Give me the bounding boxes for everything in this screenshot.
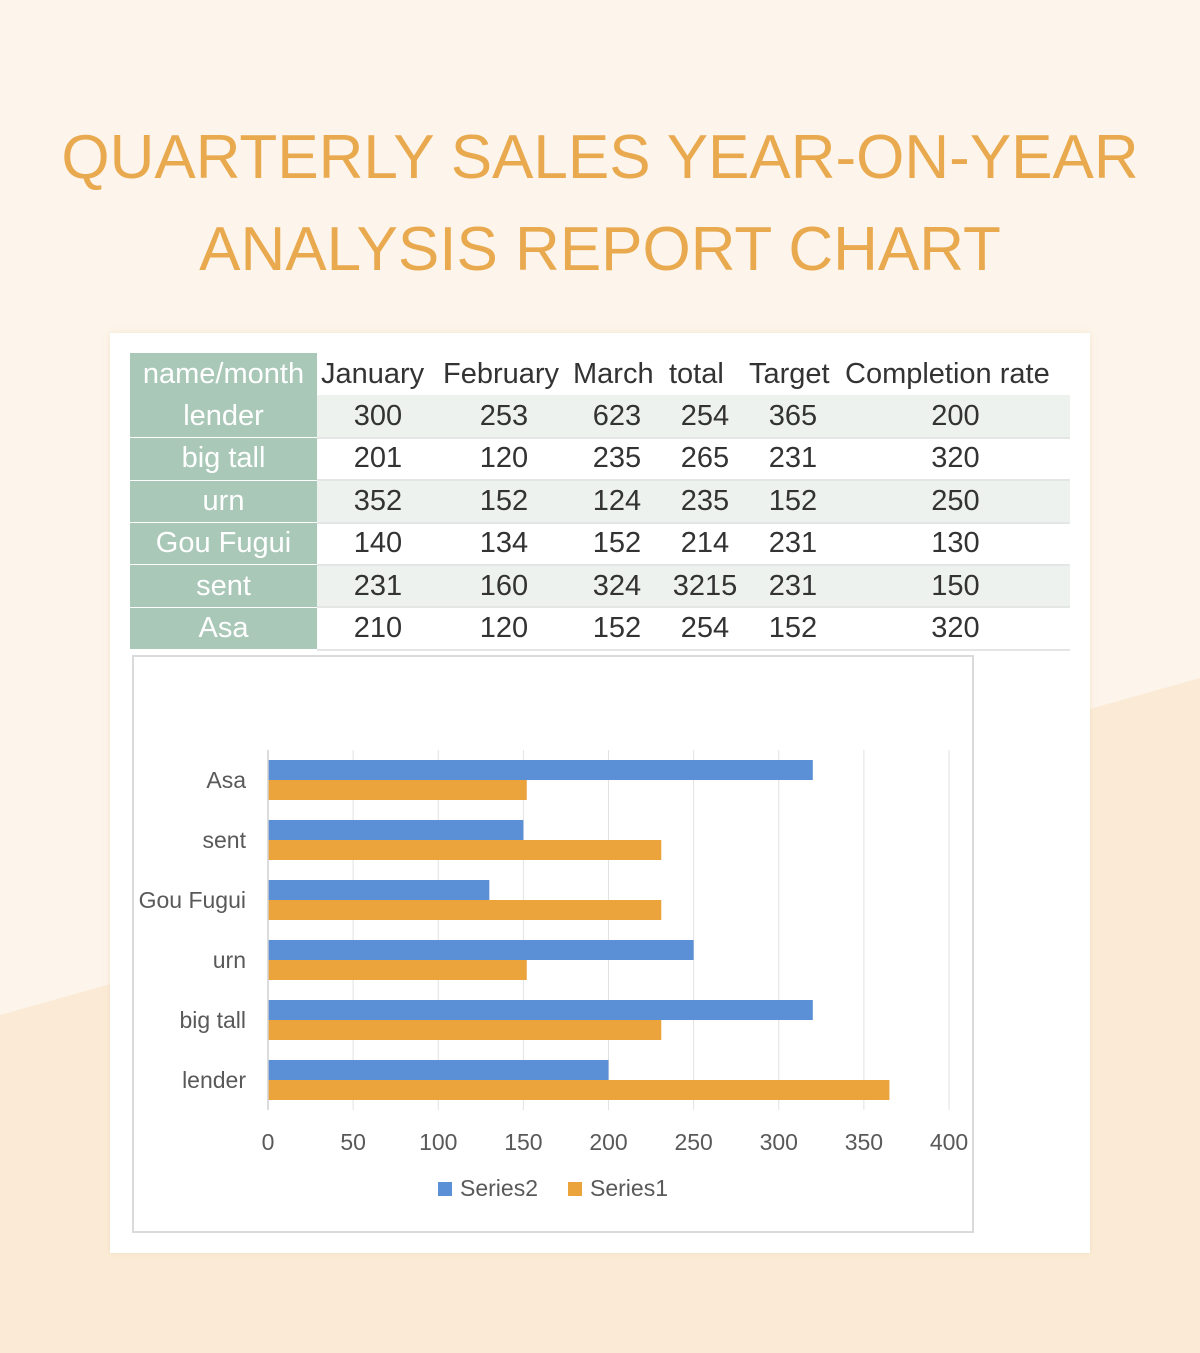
- x-tick-label: 400: [930, 1129, 968, 1155]
- bar-series1: [268, 780, 527, 800]
- legend-label-series2: Series2: [460, 1175, 538, 1201]
- bar-series1: [268, 960, 527, 980]
- table-cell: 201: [317, 437, 439, 482]
- table-cell: 130: [841, 522, 1070, 566]
- row-label: sent: [130, 564, 317, 608]
- category-label: lender: [182, 1067, 246, 1093]
- row-label: Asa: [130, 607, 317, 651]
- legend-item-series1: Series1: [568, 1175, 668, 1202]
- x-tick-label: 50: [340, 1129, 366, 1155]
- table-cell: 152: [569, 607, 665, 651]
- category-label: Gou Fugui: [139, 887, 246, 913]
- header-cell-january: January: [321, 357, 425, 390]
- bar-series1: [268, 840, 662, 860]
- table-cell: 623: [569, 395, 665, 439]
- bar-series1: [268, 1080, 890, 1100]
- table-row: big tall 201 120 235 265 231 320: [130, 437, 1070, 482]
- table-row: urn 352 152 124 235 152 250: [130, 480, 1070, 524]
- table-cell: 300: [317, 395, 439, 439]
- table-cell: 253: [439, 395, 569, 439]
- table-cell: 324: [569, 564, 665, 609]
- table-cell: 160: [439, 564, 569, 609]
- category-label: sent: [203, 827, 247, 853]
- chart-legend: Series2 Series1: [134, 1175, 972, 1202]
- header-cell-completion-rate: Completion rate: [845, 357, 1050, 390]
- table-row: Asa 210 120 152 254 152 320: [130, 607, 1070, 651]
- bar-series2: [268, 820, 524, 840]
- row-label: Gou Fugui: [130, 522, 317, 566]
- bar-series2: [268, 880, 490, 900]
- table-cell: 214: [665, 522, 745, 566]
- table-cell: 320: [841, 607, 1070, 651]
- x-tick-label: 0: [262, 1129, 275, 1155]
- table-row: lender 300 253 623 254 365 200: [130, 395, 1070, 439]
- header-cell-total: total: [669, 357, 724, 390]
- bar-series1: [268, 900, 662, 920]
- header-cell-name-month: name/month: [130, 353, 317, 396]
- table-cell: 254: [665, 607, 745, 651]
- title-line-2: ANALYSIS REPORT CHART: [199, 215, 1001, 284]
- x-tick-label: 350: [845, 1129, 883, 1155]
- legend-swatch-series1: [568, 1181, 582, 1196]
- table-cell: 365: [745, 395, 841, 439]
- category-label: Asa: [206, 767, 246, 793]
- report-card: name/month January February March total …: [110, 333, 1090, 1253]
- chart-plot: lender big tall urn Gou Fugui sent Asa 0 50 100 1…: [139, 750, 968, 1155]
- sales-table: name/month January February March total …: [130, 353, 1070, 651]
- page-title: QUARTERLY SALES YEAR-ON-YEAR ANALYSIS RE…: [0, 112, 1200, 296]
- table-row: Gou Fugui 140 134 152 214 231 130: [130, 522, 1070, 566]
- table-cell: 250: [841, 480, 1070, 524]
- legend-swatch-series2: [438, 1181, 453, 1196]
- table-cell: 150: [841, 564, 1070, 609]
- table-cell: 120: [439, 607, 569, 651]
- table-cell: 265: [665, 437, 745, 482]
- table-cell: 124: [569, 480, 665, 524]
- category-label: urn: [213, 947, 246, 973]
- x-tick-label: 150: [504, 1129, 542, 1155]
- x-tick-label: 300: [760, 1129, 798, 1155]
- table-cell: 210: [317, 607, 439, 651]
- table-cell: 231: [745, 437, 841, 482]
- bar-series2: [268, 1060, 609, 1080]
- table-cell: 134: [439, 522, 569, 566]
- table-cell: 231: [745, 522, 841, 566]
- table-cell: 152: [439, 480, 569, 524]
- table-row: sent 231 160 324 3215 231 150: [130, 564, 1070, 609]
- table-cell: 254: [665, 395, 745, 439]
- x-tick-label: 200: [589, 1129, 627, 1155]
- legend-item-series2: Series2: [438, 1175, 538, 1202]
- bar-series2: [268, 1000, 813, 1020]
- header-cell-march: March: [573, 357, 654, 390]
- table-cell: 320: [841, 437, 1070, 482]
- row-label: urn: [130, 480, 317, 524]
- table-cell: 152: [745, 480, 841, 524]
- table-cell: 235: [665, 480, 745, 524]
- x-tick-label: 100: [419, 1129, 457, 1155]
- bar-series2: [268, 760, 813, 780]
- row-label: big tall: [130, 437, 317, 481]
- legend-label-series1: Series1: [590, 1175, 668, 1201]
- row-label: lender: [130, 395, 317, 439]
- bar-series1: [268, 1020, 662, 1040]
- table-cell: 120: [439, 437, 569, 482]
- table-header-row: name/month January February March total …: [130, 353, 1070, 396]
- table-cell: 200: [841, 395, 1070, 439]
- category-label: big tall: [180, 1007, 246, 1033]
- title-line-1: QUARTERLY SALES YEAR-ON-YEAR: [61, 123, 1139, 192]
- header-cell-february: February: [443, 357, 560, 390]
- x-tick-label: 250: [674, 1129, 712, 1155]
- table-cell: 152: [569, 522, 665, 566]
- bar-series2: [268, 940, 694, 960]
- header-cell-target: Target: [749, 357, 830, 390]
- table-cell: 352: [317, 480, 439, 524]
- table-cell: 152: [745, 607, 841, 651]
- table-cell: 3215: [665, 564, 745, 609]
- table-cell: 140: [317, 522, 439, 566]
- bar-chart: lender big tall urn Gou Fugui sent Asa 0 50 100 1…: [132, 655, 974, 1233]
- table-cell: 235: [569, 437, 665, 482]
- table-cell: 231: [745, 564, 841, 609]
- table-cell: 231: [317, 564, 439, 609]
